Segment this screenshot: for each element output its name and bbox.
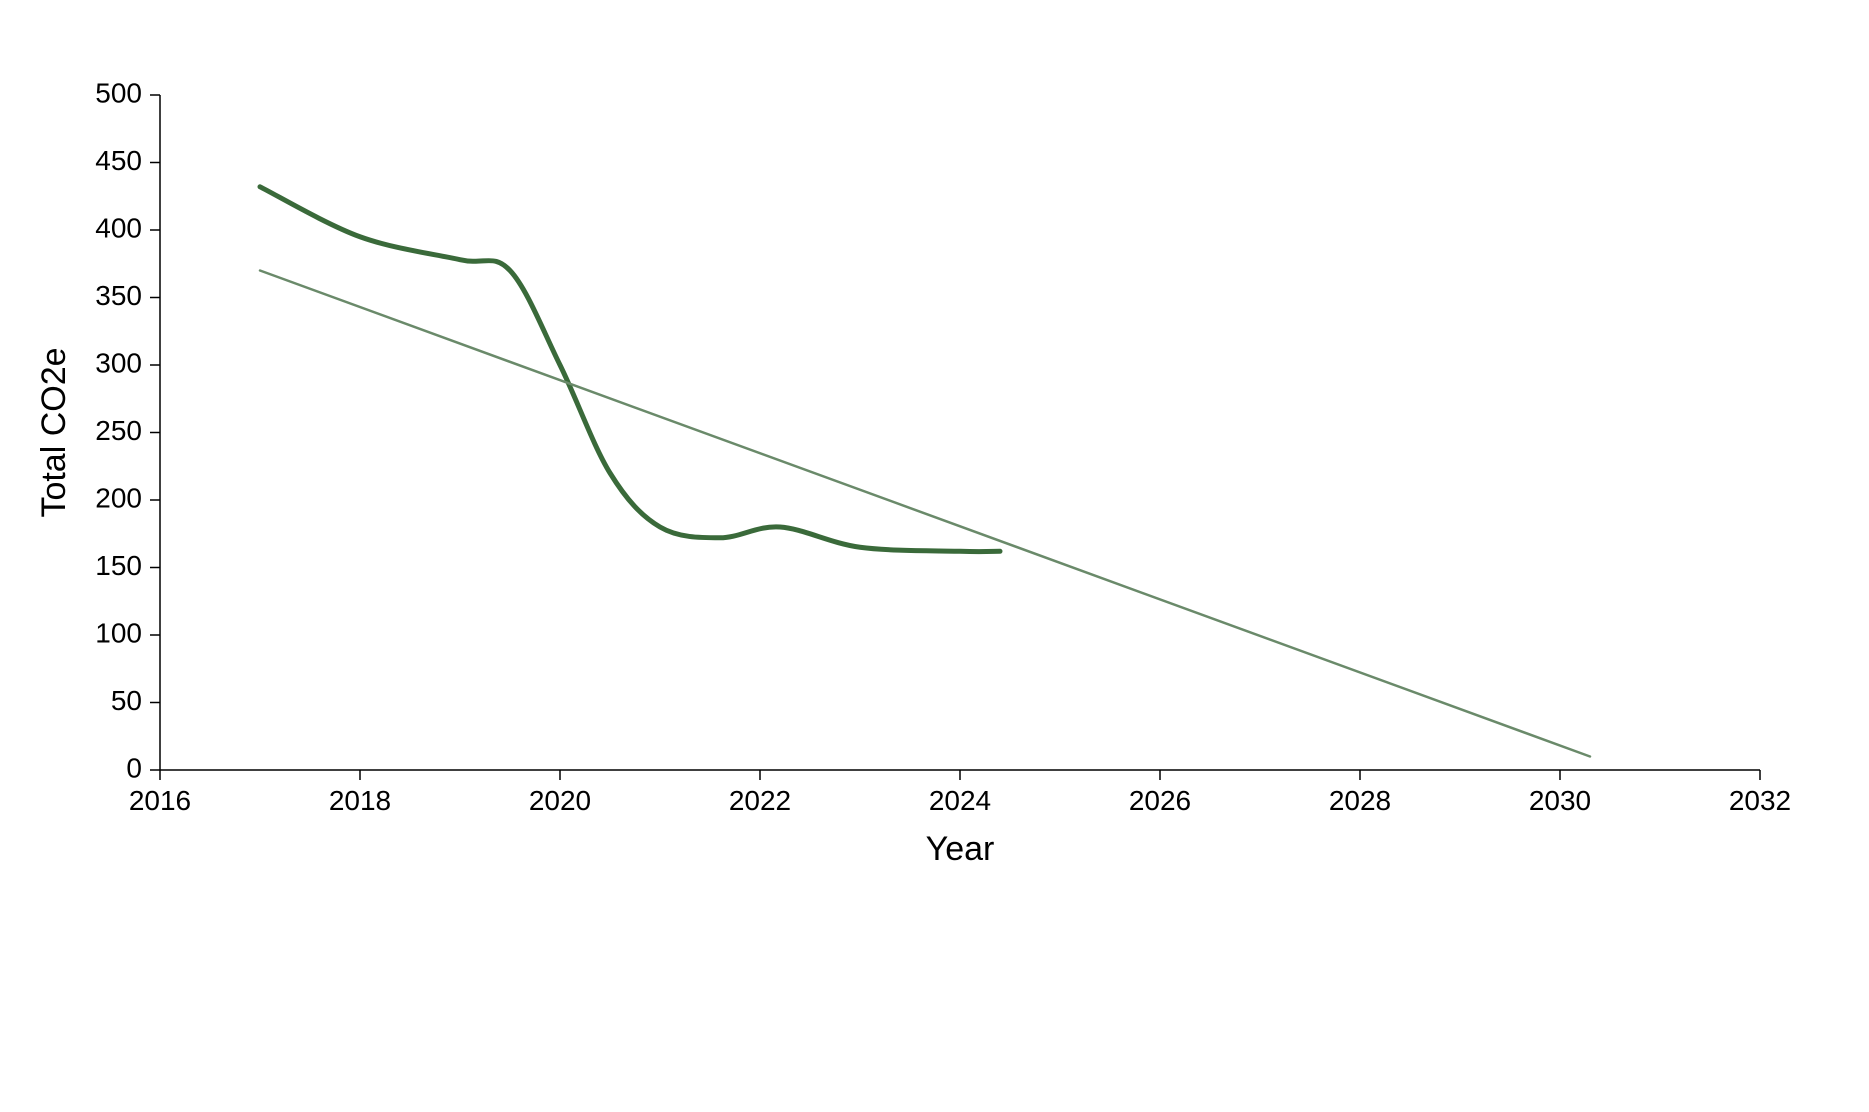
x-tick-label: 2016 xyxy=(129,785,191,816)
x-tick-label: 2022 xyxy=(729,785,791,816)
x-tick-label: 2020 xyxy=(529,785,591,816)
y-tick-label: 300 xyxy=(95,347,142,378)
y-axis-label: Total CO2e xyxy=(35,347,73,517)
y-tick-label: 500 xyxy=(95,77,142,108)
x-tick-label: 2028 xyxy=(1329,785,1391,816)
y-tick-label: 150 xyxy=(95,550,142,581)
x-tick-label: 2024 xyxy=(929,785,991,816)
y-tick-label: 100 xyxy=(95,617,142,648)
y-tick-label: 250 xyxy=(95,415,142,446)
y-tick-label: 450 xyxy=(95,145,142,176)
x-tick-label: 2032 xyxy=(1729,785,1791,816)
y-tick-label: 400 xyxy=(95,212,142,243)
y-tick-label: 0 xyxy=(126,752,142,783)
y-tick-label: 50 xyxy=(111,685,142,716)
chart-svg: 0 50 100 150 200 250 300 350 400 450 500 2016 2018 20… xyxy=(0,0,1869,1112)
x-tick-label: 2030 xyxy=(1529,785,1591,816)
x-tick-label: 2026 xyxy=(1129,785,1191,816)
y-tick-label: 200 xyxy=(95,482,142,513)
co2e-line-chart: 0 50 100 150 200 250 300 350 400 450 500 2016 2018 20… xyxy=(0,0,1869,1112)
x-tick-label: 2018 xyxy=(329,785,391,816)
x-axis-label: Year xyxy=(926,830,995,868)
y-tick-label: 350 xyxy=(95,280,142,311)
